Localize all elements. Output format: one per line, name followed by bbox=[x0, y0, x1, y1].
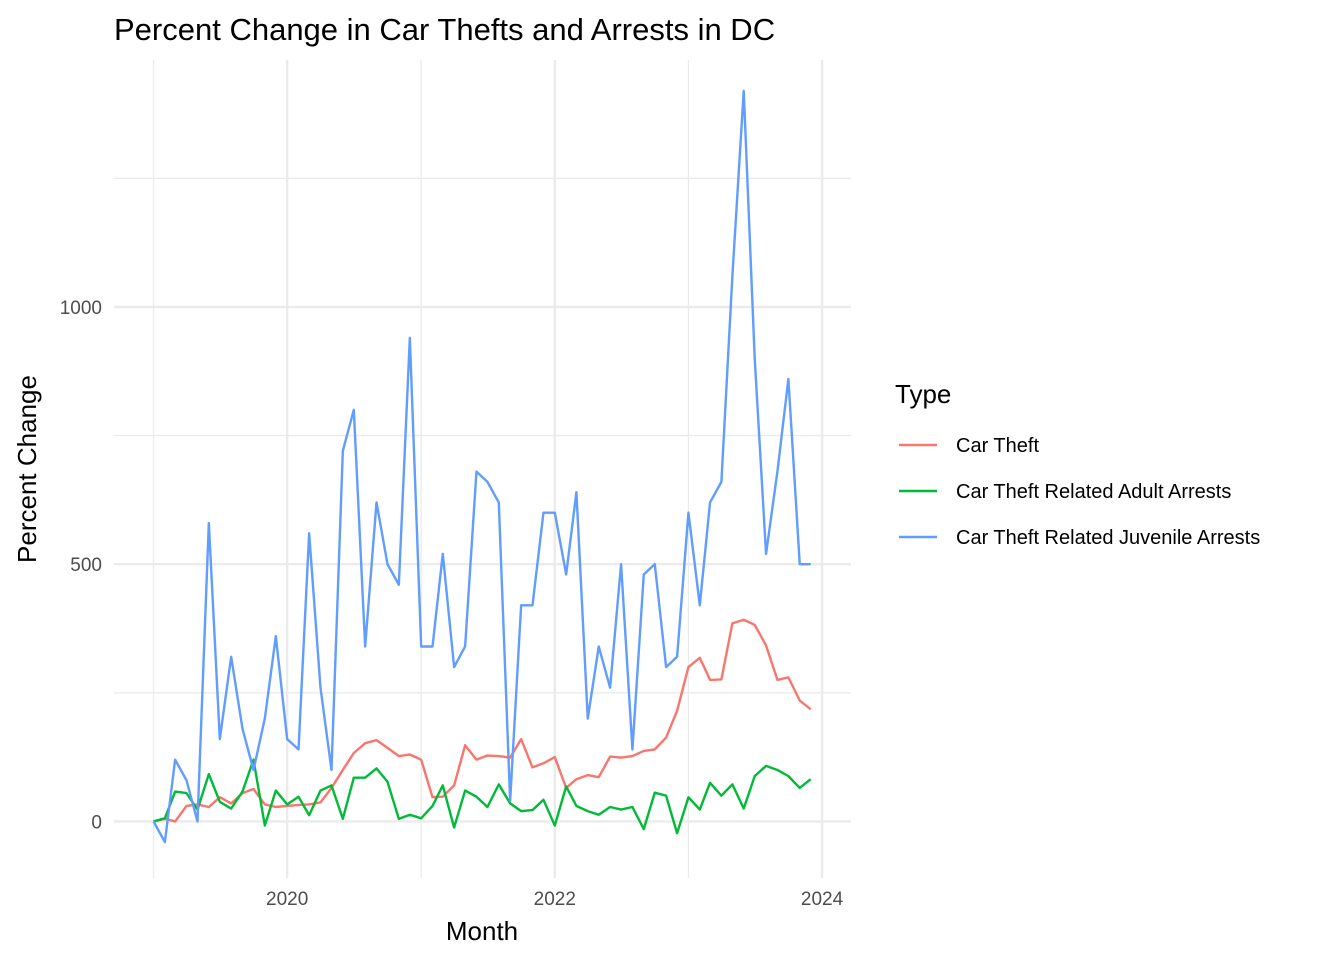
series-line-car-theft-related-juvenile-arrests bbox=[152, 89, 811, 844]
legend-label-1: Car Theft Related Adult Arrests bbox=[956, 481, 1231, 503]
legend-label-0: Car Theft bbox=[956, 435, 1039, 457]
tick-labels: 0 500 1000 2020 2022 2024 bbox=[60, 298, 844, 910]
y-tick-label-2: 1000 bbox=[60, 298, 102, 319]
legend-items: Car Theft Car Theft Related Adult Arrests… bbox=[899, 435, 1260, 549]
legend-title: Type bbox=[895, 379, 951, 409]
y-tick-label-0: 0 bbox=[91, 812, 102, 833]
legend-label-2: Car Theft Related Juvenile Arrests bbox=[956, 527, 1260, 549]
grid bbox=[114, 60, 851, 878]
legend: Type Car Theft Car Theft Related Adult Ar… bbox=[895, 379, 1260, 549]
y-tick-label-1: 500 bbox=[70, 555, 102, 576]
x-tick-label-2: 2024 bbox=[801, 889, 844, 910]
x-tick-label-1: 2022 bbox=[534, 889, 576, 910]
y-axis-title: Percent Change bbox=[12, 375, 42, 563]
x-tick-label-0: 2020 bbox=[266, 889, 308, 910]
x-axis-title: Month bbox=[446, 916, 518, 946]
series-lines bbox=[152, 89, 812, 844]
series-line-car-theft-related-adult-arrests bbox=[153, 758, 812, 835]
series-line-car-theft bbox=[153, 618, 812, 823]
chart-title: Percent Change in Car Thefts and Arrests… bbox=[114, 12, 775, 47]
